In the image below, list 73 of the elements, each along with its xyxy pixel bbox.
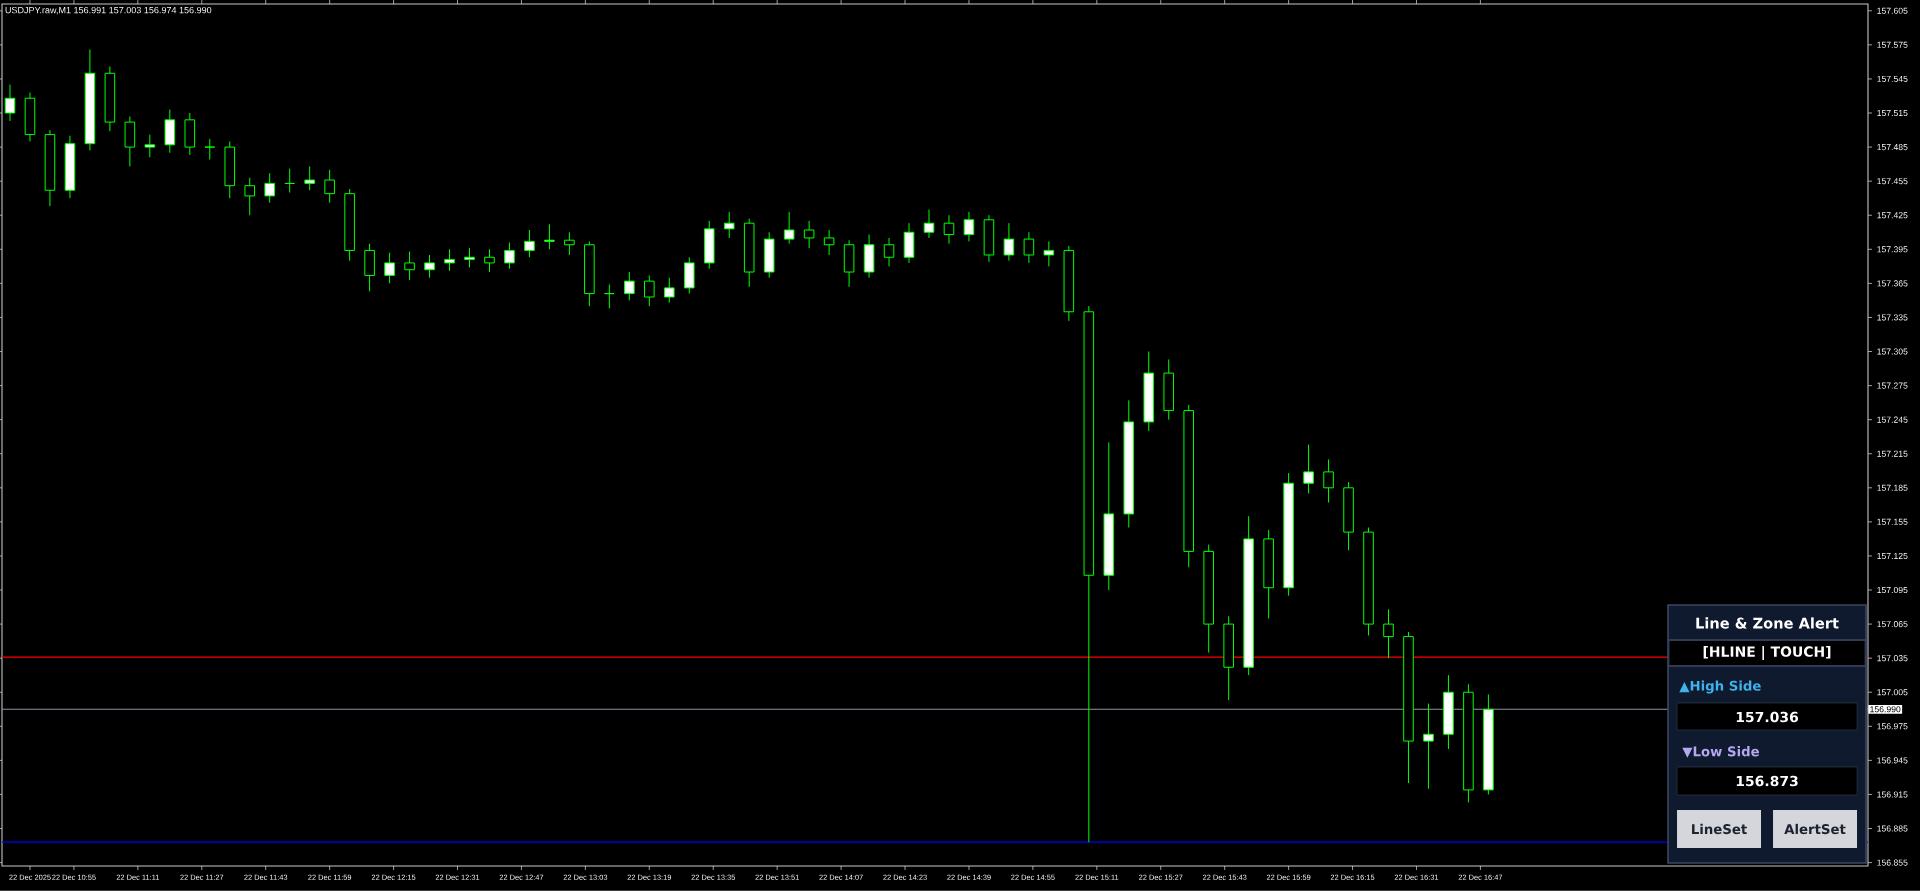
candlestick [504,241,515,270]
y-tick-label: 157.245 [1877,416,1908,423]
candlestick [284,168,295,194]
candlestick [883,237,895,267]
candlestick [663,277,675,304]
y-tick-label: 156.945 [1877,757,1908,764]
annotation: 157.036 [1736,711,1799,723]
candlestick [624,271,635,301]
y-tick-label: 157.005 [1877,689,1908,696]
candlestick [823,229,835,256]
y-tick-label: 156.975 [1877,723,1908,730]
candlestick [324,169,335,204]
candlestick [783,211,795,245]
candlestick [644,274,655,307]
y-tick-label: 157.305 [1877,348,1908,355]
candlestick [384,252,395,284]
annotation: 156.873 [1736,775,1798,787]
candlestick [604,284,615,309]
y-tick-label: 157.605 [1877,7,1908,14]
candlestick [1323,458,1334,504]
candlestick [723,211,735,239]
annotation: LineSet [1692,823,1747,835]
candlestick [484,248,495,273]
y-tick-label: 157.065 [1877,621,1908,628]
candlestick [923,209,935,239]
y-tick-label: 156.915 [1877,791,1908,798]
candlestick [244,177,256,216]
candlestick [564,231,575,256]
y-tick-label: 157.485 [1877,144,1908,151]
y-tick-label: 157.335 [1877,314,1908,321]
y-tick-label: 157.185 [1877,484,1908,491]
y-tick-label: 157.545 [1877,75,1908,82]
y-tick-label: 157.275 [1877,382,1908,389]
candlestick [1383,608,1394,659]
y-tick-label: 157.125 [1877,552,1908,559]
annotation: Line & Zone Alert [1696,617,1839,629]
ref-line-label: 156.990 [1870,706,1901,713]
y-tick-label: 157.575 [1877,41,1908,48]
candlestick [1423,703,1434,790]
candlestick [1003,222,1015,262]
annotation: [HLINE | TOUCH] [1703,646,1831,660]
candlestick [943,214,955,245]
candlestick [1303,444,1314,494]
chart-title: USDJPY.raw,M1 156.991 157.003 156.974 156.990 [5,6,212,15]
y-tick-label: 157.425 [1877,212,1908,219]
candlestick [204,138,216,161]
candlestick [464,247,475,268]
y-tick-label: 157.035 [1877,655,1908,662]
candlestick [444,248,455,272]
candlestick [304,165,315,191]
annotation: ▲High Side [1679,680,1761,694]
candlestick [404,251,415,281]
candlestick [524,229,535,258]
candlestick [1043,240,1055,267]
y-tick-label: 157.515 [1877,110,1908,117]
candlestick [4,84,16,122]
y-tick-label: 157.395 [1877,246,1908,253]
candlestick [264,172,276,204]
candlestick [803,220,815,249]
y-tick-label: 157.215 [1877,450,1908,457]
y-tick-label: 157.455 [1877,178,1908,185]
y-tick-label: 157.155 [1877,518,1908,525]
y-tick-label: 156.885 [1877,825,1908,832]
candlestick [1023,231,1035,264]
y-tick-label: 157.365 [1877,280,1908,287]
candlestick [144,134,156,158]
candlestick [544,223,555,250]
candlestick [424,254,435,279]
annotation: ▼Low Side [1682,746,1759,758]
candlestick [963,211,975,242]
y-tick-label: 157.095 [1877,586,1908,594]
annotation: AlertSet [1784,823,1846,835]
y-tick-label: 156.855 [1877,859,1908,866]
